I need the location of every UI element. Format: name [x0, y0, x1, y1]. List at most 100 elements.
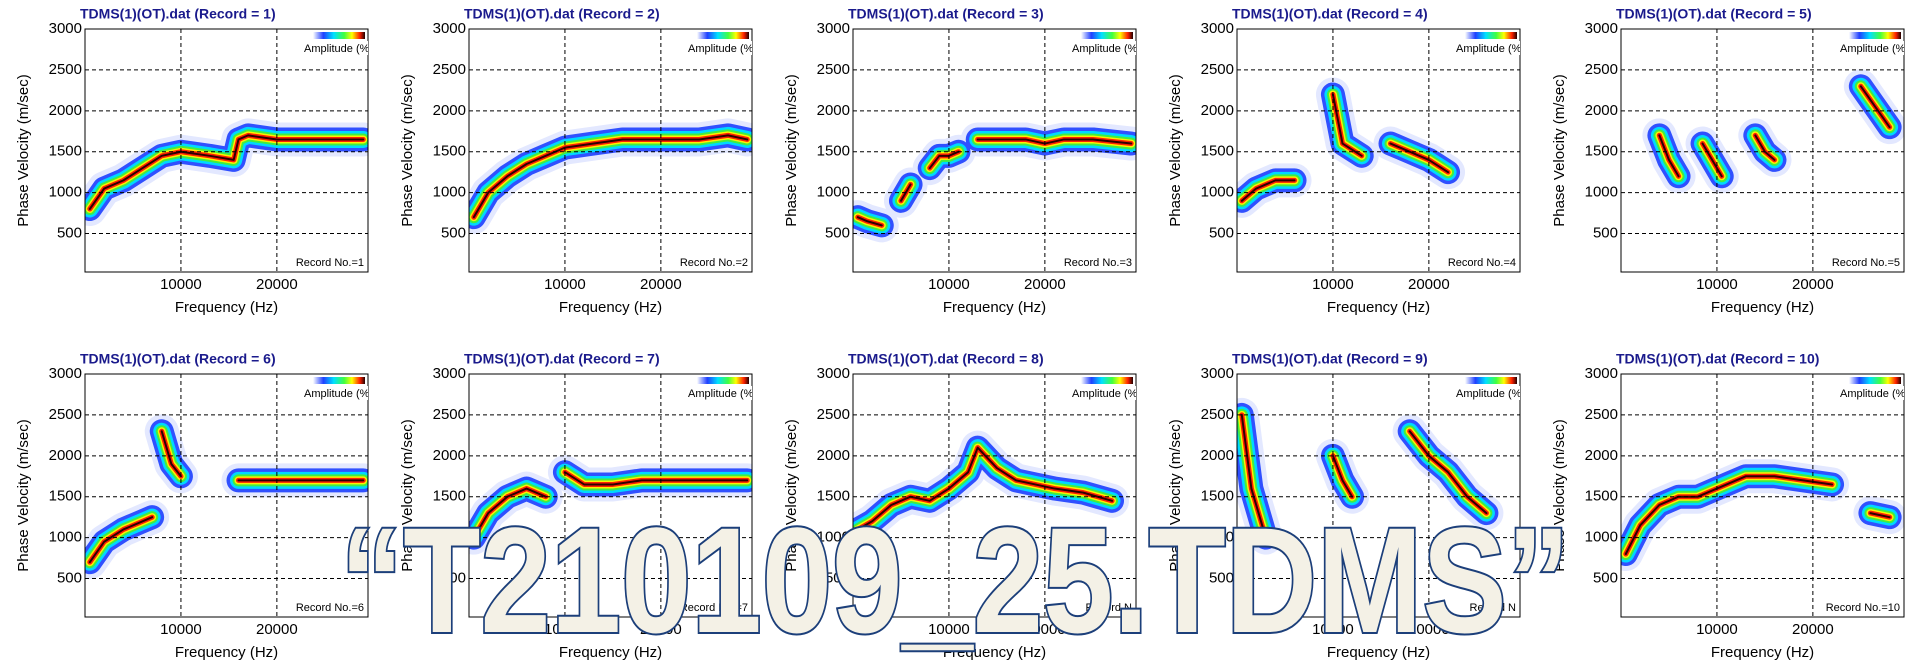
record-annotation: Record No.=6 — [296, 602, 364, 614]
x-tick-label: 20000 — [256, 621, 298, 638]
legend-title: Amplitude (% — [688, 43, 754, 55]
colorbar — [1465, 32, 1517, 39]
y-tick-label: 2500 — [1201, 61, 1234, 78]
annotation-bg — [1060, 256, 1134, 269]
annotation-bg — [1060, 601, 1134, 614]
y-tick-label: 500 — [441, 225, 466, 242]
legend-title: Amplitude (% — [1456, 43, 1522, 55]
x-tick-label: 20000 — [1408, 276, 1450, 293]
y-tick-label: 500 — [441, 570, 466, 587]
record-annotation: Record No.=3 — [1064, 257, 1132, 269]
x-axis-title: Frequency (Hz) — [559, 299, 662, 316]
legend-title: Amplitude (% — [1072, 43, 1138, 55]
record-annotation: Record No.=2 — [680, 257, 748, 269]
legend-bg — [1454, 41, 1520, 55]
x-tick-label: 10000 — [160, 621, 202, 638]
annotation-bg — [1828, 601, 1902, 614]
y-axis-title: Phase Velocity (m/sec) — [783, 74, 800, 227]
x-tick-label: 10000 — [160, 276, 202, 293]
plot-frame — [1620, 28, 1905, 273]
y-tick-label: 2000 — [1585, 102, 1618, 119]
y-tick-label: 3000 — [49, 20, 82, 37]
x-tick-label: 10000 — [1312, 621, 1354, 638]
y-tick-label: 3000 — [433, 20, 466, 37]
annotation-bg — [1828, 256, 1902, 269]
plot-frame — [468, 373, 753, 618]
x-tick-label: 20000 — [640, 276, 682, 293]
dispersion-ridge — [472, 134, 749, 219]
y-tick-label: 1000 — [433, 184, 466, 201]
legend: Amplitude (% — [302, 41, 368, 55]
legend: Amplitude (% — [1838, 386, 1904, 400]
legend-bg — [1070, 386, 1136, 400]
y-tick-label: 2500 — [433, 61, 466, 78]
plot-frame — [1236, 373, 1521, 618]
plot-content — [1237, 397, 1504, 555]
legend-bg — [302, 41, 368, 55]
legend-bg — [1070, 41, 1136, 55]
plot-frame — [1620, 373, 1905, 618]
x-axis-title: Frequency (Hz) — [175, 644, 278, 661]
annotation-bg — [676, 256, 750, 269]
y-tick-label: 1000 — [1585, 529, 1618, 546]
dispersion-ridge — [856, 446, 1114, 531]
plot-frame — [84, 28, 369, 273]
plot-frame — [1236, 28, 1521, 273]
plot-content — [1642, 69, 1904, 194]
chart-panel: TDMS(1)(OT).dat (Record = 5) 10000 20000 50… — [1551, 6, 1905, 316]
y-tick-label: 2500 — [817, 61, 850, 78]
colorbar — [1465, 377, 1517, 384]
chart-title: TDMS(1)(OT).dat (Record = 2) — [464, 6, 660, 22]
y-tick-label: 3000 — [1201, 365, 1234, 382]
y-tick-label: 1000 — [49, 529, 82, 546]
y-tick-label: 3000 — [1201, 20, 1234, 37]
y-tick-label: 2000 — [1585, 447, 1618, 464]
y-tick-label: 2500 — [1585, 61, 1618, 78]
chart-panel: TDMS(1)(OT).dat (Record = 2) 10000 20000 50… — [399, 6, 754, 316]
legend: Amplitude (% — [686, 41, 754, 55]
y-tick-label: 3000 — [817, 365, 850, 382]
chart-panel: TDMS(1)(OT).dat (Record = 8) 10000 20000 50… — [783, 351, 1137, 661]
legend-bg — [302, 386, 368, 400]
x-tick-label: 20000 — [1408, 621, 1450, 638]
y-tick-label: 500 — [825, 225, 850, 242]
plot-content — [853, 430, 1130, 547]
y-axis-title: Phase Velocity (m/sec) — [1551, 419, 1568, 572]
annotation-bg — [292, 256, 366, 269]
x-tick-label: 20000 — [1024, 621, 1066, 638]
x-tick-label: 10000 — [928, 621, 970, 638]
y-axis-title: Phase Velocity (m/sec) — [1167, 419, 1184, 572]
colorbar — [313, 377, 365, 384]
x-tick-label: 10000 — [928, 276, 970, 293]
chart-panel: TDMS(1)(OT).dat (Record = 9) 10000 20000 50… — [1167, 351, 1522, 661]
legend-title: Amplitude (% — [688, 388, 754, 400]
x-tick-label: 20000 — [1792, 276, 1834, 293]
x-axis-title: Frequency (Hz) — [1327, 299, 1430, 316]
x-axis-title: Frequency (Hz) — [1711, 644, 1814, 661]
annotation-bg — [1444, 256, 1518, 269]
x-axis-title: Frequency (Hz) — [1327, 644, 1430, 661]
colorbar — [1849, 377, 1901, 384]
legend: Amplitude (% — [1070, 386, 1136, 400]
y-tick-label: 3000 — [817, 20, 850, 37]
plot-frame — [852, 373, 1137, 618]
y-tick-label: 500 — [1209, 570, 1234, 587]
x-axis-title: Frequency (Hz) — [1711, 299, 1814, 316]
y-tick-label: 1500 — [1585, 143, 1618, 160]
legend: Amplitude (% — [686, 386, 754, 400]
chart-title: TDMS(1)(OT).dat (Record = 9) — [1232, 351, 1428, 367]
y-axis-title: Phase Velocity (m/sec) — [15, 74, 32, 227]
x-tick-label: 20000 — [1024, 276, 1066, 293]
chart-title: TDMS(1)(OT).dat (Record = 3) — [848, 6, 1044, 22]
legend-title: Amplitude (% — [1456, 388, 1522, 400]
record-annotation: Record N — [1086, 602, 1133, 614]
legend-bg — [1838, 386, 1904, 400]
record-annotation: Record No.=7 — [680, 602, 748, 614]
chart-grid: TDMS(1)(OT).dat (Record = 1) 10000 20000 50… — [15, 6, 1905, 661]
legend-bg — [1454, 386, 1520, 400]
chart-panel: TDMS(1)(OT).dat (Record = 6) 10000 20000 50… — [15, 351, 369, 661]
chart-title: TDMS(1)(OT).dat (Record = 5) — [1616, 6, 1812, 22]
y-axis-title: Phase Velocity (m/sec) — [15, 419, 32, 572]
x-axis-title: Frequency (Hz) — [943, 299, 1046, 316]
